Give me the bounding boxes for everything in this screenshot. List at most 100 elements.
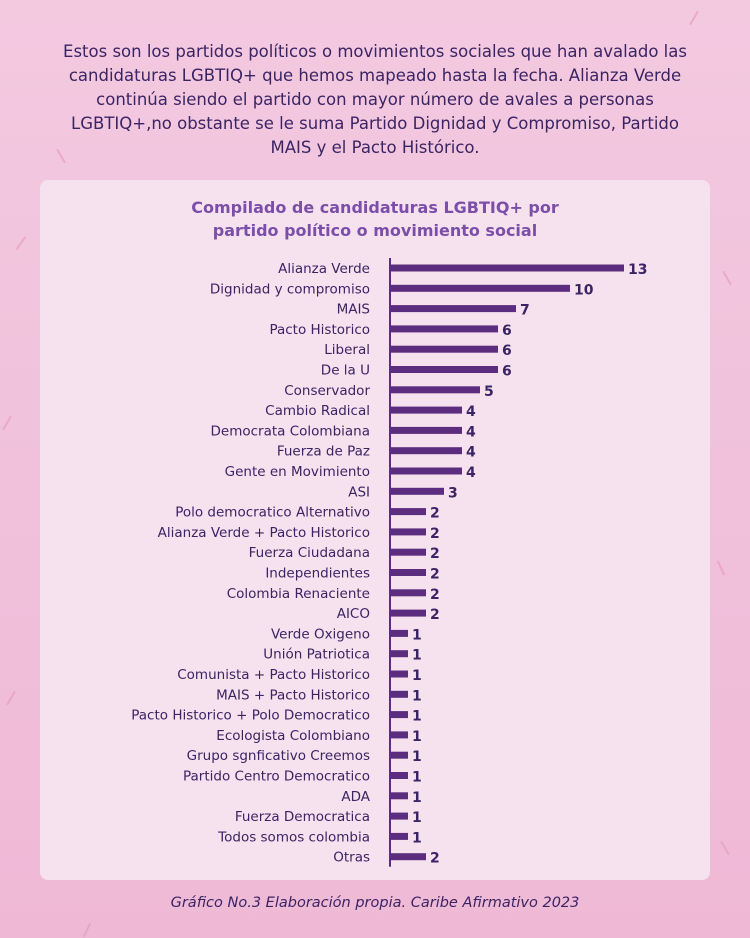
chart-card: Compilado de candidaturas LGBTIQ+ por pa… xyxy=(40,180,710,880)
bar xyxy=(390,366,498,373)
data-label: 4 xyxy=(466,404,476,420)
decorative-stroke xyxy=(722,270,732,286)
category-label: Otras xyxy=(333,850,370,866)
category-label: Unión Patriotica xyxy=(263,647,370,663)
data-label: 4 xyxy=(466,465,476,481)
category-label: Alianza Verde xyxy=(278,261,370,277)
data-label: 2 xyxy=(430,607,440,623)
bar xyxy=(390,264,624,272)
category-label: Pacto Historico xyxy=(269,322,370,338)
bar xyxy=(390,528,426,536)
data-label: 1 xyxy=(412,709,422,725)
bar xyxy=(390,447,462,455)
bar xyxy=(390,690,408,698)
bar xyxy=(390,467,462,475)
data-label: 6 xyxy=(502,323,512,339)
category-label: Alianza Verde + Pacto Historico xyxy=(158,525,370,541)
data-label: 1 xyxy=(412,749,422,765)
data-label: 5 xyxy=(484,384,494,400)
decorative-stroke xyxy=(716,560,726,576)
bar xyxy=(390,589,426,597)
data-label: 2 xyxy=(430,546,440,562)
category-label: Fuerza de Paz xyxy=(277,444,370,460)
decorative-stroke xyxy=(6,690,16,706)
bar xyxy=(390,629,408,637)
bar xyxy=(390,487,444,495)
category-label: Liberal xyxy=(324,342,370,358)
data-label: 1 xyxy=(412,668,422,684)
data-label: 1 xyxy=(412,688,422,704)
category-label: Pacto Historico + Polo Democratico xyxy=(131,708,370,724)
decorative-stroke xyxy=(15,235,27,251)
category-label: Independientes xyxy=(265,566,370,582)
bar xyxy=(390,426,462,434)
data-label: 2 xyxy=(430,506,440,522)
bar xyxy=(390,569,426,576)
category-label: MAIS xyxy=(337,302,370,318)
bar xyxy=(390,386,480,394)
data-label: 1 xyxy=(412,770,422,786)
data-label: 1 xyxy=(412,830,422,846)
data-label: 1 xyxy=(412,810,422,826)
category-label: Verde Oxigeno xyxy=(271,626,370,642)
data-label: 2 xyxy=(430,526,440,542)
data-label: 10 xyxy=(574,282,594,298)
data-label: 7 xyxy=(520,303,530,319)
bar xyxy=(390,305,516,313)
data-label: 3 xyxy=(448,485,458,501)
data-label: 2 xyxy=(430,567,440,583)
category-label: Partido Centro Democratico xyxy=(183,769,370,785)
category-label: Polo democratico Alternativo xyxy=(175,505,370,521)
category-label: Conservador xyxy=(284,383,370,399)
category-label: Democrata Colombiana xyxy=(211,423,370,439)
data-label: 1 xyxy=(412,729,422,745)
bar xyxy=(390,812,408,820)
data-label: 2 xyxy=(430,851,440,867)
category-label: Fuerza Ciudadana xyxy=(249,545,370,561)
bar xyxy=(390,345,498,353)
data-label: 6 xyxy=(502,364,512,380)
chart-title: Compilado de candidaturas LGBTIQ+ por pa… xyxy=(191,198,559,240)
decorative-stroke xyxy=(2,415,12,431)
bar xyxy=(390,548,426,556)
category-label: Grupo sgnficativo Creemos xyxy=(187,748,370,764)
bar xyxy=(390,406,462,414)
category-label: Todos somos colombia xyxy=(217,829,370,845)
data-label: 1 xyxy=(412,790,422,806)
data-label: 1 xyxy=(412,648,422,664)
bar xyxy=(390,508,426,516)
decorative-stroke xyxy=(689,10,699,26)
bar xyxy=(390,792,408,800)
data-label: 13 xyxy=(628,262,647,278)
chart-source-footer: Gráfico No.3 Elaboración propia. Caribe … xyxy=(170,895,580,911)
category-label: Dignidad y compromiso xyxy=(210,281,370,297)
data-label: 4 xyxy=(466,445,476,461)
category-label: ASI xyxy=(348,484,370,500)
category-label: AICO xyxy=(337,606,370,622)
bar xyxy=(390,650,408,658)
bar xyxy=(390,711,408,719)
category-label: Cambio Radical xyxy=(265,403,370,419)
bar xyxy=(390,284,570,292)
decorative-stroke xyxy=(720,840,730,856)
category-label: De la U xyxy=(321,363,370,379)
bar xyxy=(390,772,408,779)
category-label: ADA xyxy=(341,789,370,805)
data-label: 6 xyxy=(502,343,512,359)
bar xyxy=(390,853,426,861)
bar xyxy=(390,832,408,840)
category-label: Ecologista Colombiano xyxy=(216,728,370,744)
category-label: Fuerza Democratica xyxy=(235,809,370,825)
bar xyxy=(390,751,408,759)
category-label: Comunista + Pacto Historico xyxy=(177,667,370,683)
category-label: MAIS + Pacto Historico xyxy=(216,687,370,703)
category-label: Gente en Movimiento xyxy=(225,464,370,480)
intro-paragraph: Estos son los partidos políticos o movim… xyxy=(63,42,687,157)
decorative-stroke xyxy=(82,922,92,938)
bar xyxy=(390,609,426,617)
bar xyxy=(390,731,408,739)
data-label: 4 xyxy=(466,424,476,440)
data-label: 1 xyxy=(412,627,422,643)
data-label: 2 xyxy=(430,587,440,603)
